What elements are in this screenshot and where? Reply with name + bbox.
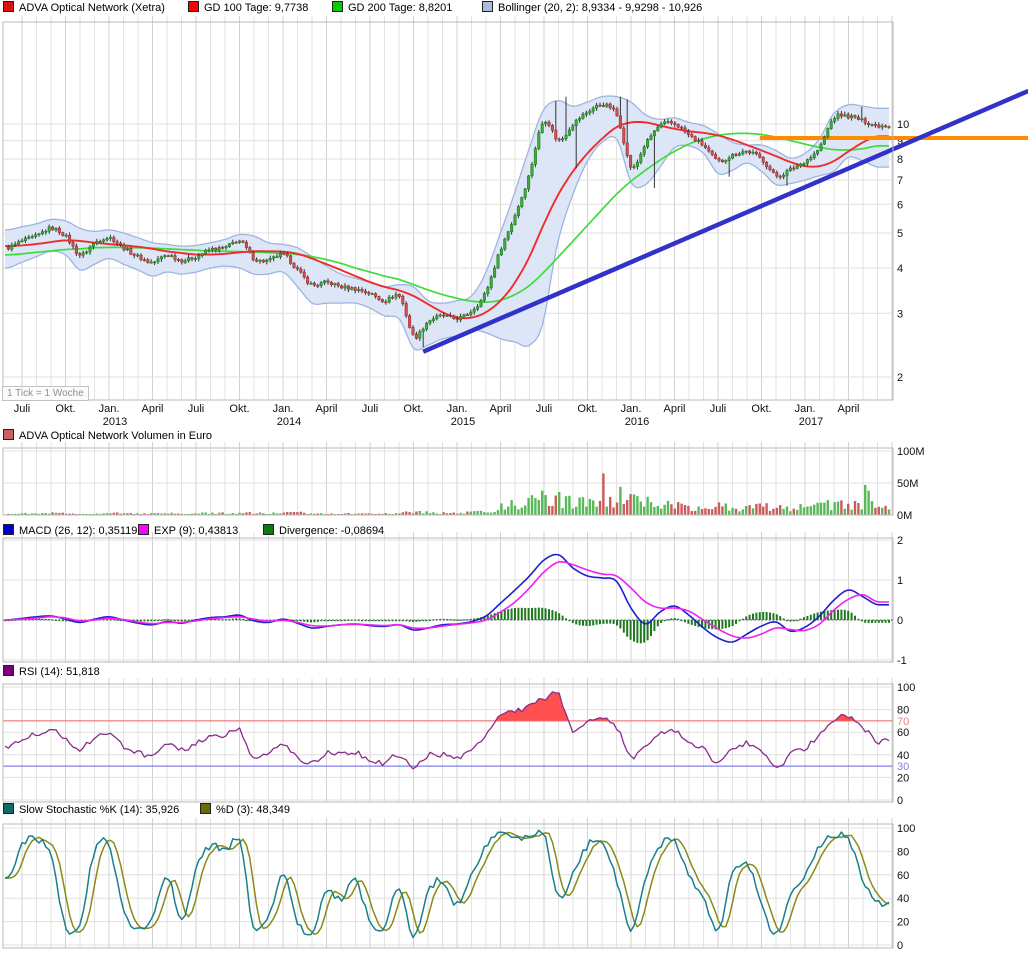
svg-text:30: 30 xyxy=(897,761,909,773)
svg-text:6: 6 xyxy=(897,199,903,211)
svg-text:April: April xyxy=(837,403,859,415)
macd-swatch xyxy=(3,524,14,535)
rsi-swatch xyxy=(3,665,14,676)
svg-text:2014: 2014 xyxy=(277,416,301,428)
svg-text:2013: 2013 xyxy=(103,416,127,428)
legend-item-stoch-d: %D (3): 48,349 xyxy=(200,803,290,816)
svg-text:2015: 2015 xyxy=(451,416,475,428)
svg-text:9: 9 xyxy=(897,136,903,148)
svg-text:Juli: Juli xyxy=(14,403,31,415)
legend-item-stoch-k: Slow Stochastic %K (14): 35,926 xyxy=(3,803,179,816)
svg-text:2: 2 xyxy=(897,372,903,384)
svg-text:April: April xyxy=(141,403,163,415)
bollinger-swatch xyxy=(482,1,493,12)
svg-text:0M: 0M xyxy=(897,510,912,522)
svg-text:100: 100 xyxy=(897,682,915,694)
svg-text:7: 7 xyxy=(897,175,903,187)
volume-swatch xyxy=(3,429,14,440)
tick-unit-box: 1 Tick = 1 Woche xyxy=(2,386,89,401)
svg-text:100: 100 xyxy=(897,823,915,835)
svg-text:1: 1 xyxy=(897,575,903,587)
svg-text:Okt.: Okt. xyxy=(55,403,75,415)
svg-text:10: 10 xyxy=(897,119,909,131)
svg-text:Juli: Juli xyxy=(710,403,727,415)
gd100-swatch xyxy=(188,1,199,12)
svg-text:0: 0 xyxy=(897,795,903,807)
svg-text:100M: 100M xyxy=(897,446,925,458)
svg-text:Okt.: Okt. xyxy=(229,403,249,415)
legend-item-rsi: RSI (14): 51,818 xyxy=(3,665,100,678)
legend-item-exp: EXP (9): 0,43813 xyxy=(138,524,238,537)
svg-text:5: 5 xyxy=(897,228,903,240)
volume-legend: ADVA Optical Network Volumen in Euro xyxy=(0,429,1028,443)
legend-item-gd200: GD 200 Tage: 8,8201 xyxy=(332,1,452,14)
legend-item-title: ADVA Optical Network (Xetra) xyxy=(3,1,165,14)
svg-text:Okt.: Okt. xyxy=(751,403,771,415)
svg-text:Jan.: Jan. xyxy=(273,403,294,415)
svg-text:80: 80 xyxy=(897,846,909,858)
legend-item-macd: MACD (26, 12): 0,35119 xyxy=(3,524,137,537)
stoch-d-swatch xyxy=(200,803,211,814)
svg-text:4: 4 xyxy=(897,263,903,275)
svg-text:8: 8 xyxy=(897,154,903,166)
rsi-legend: RSI (14): 51,818 xyxy=(0,665,1028,679)
macd-legend: MACD (26, 12): 0,35119 EXP (9): 0,43813 … xyxy=(0,524,1028,538)
svg-text:Jan.: Jan. xyxy=(621,403,642,415)
svg-text:-1: -1 xyxy=(897,655,907,667)
svg-text:2017: 2017 xyxy=(799,416,823,428)
gd200-swatch xyxy=(332,1,343,12)
exp-swatch xyxy=(138,524,149,535)
svg-text:April: April xyxy=(489,403,511,415)
svg-text:70: 70 xyxy=(897,716,909,728)
svg-text:50M: 50M xyxy=(897,478,918,490)
svg-text:Juli: Juli xyxy=(188,403,205,415)
svg-text:60: 60 xyxy=(897,727,909,739)
svg-text:0: 0 xyxy=(897,940,903,952)
svg-text:April: April xyxy=(315,403,337,415)
svg-text:2: 2 xyxy=(897,535,903,547)
stoch-k-swatch xyxy=(3,803,14,814)
divergence-swatch xyxy=(263,524,274,535)
svg-text:20: 20 xyxy=(897,917,909,929)
svg-text:Juli: Juli xyxy=(362,403,379,415)
chart-title: ADVA Optical Network (Xetra) xyxy=(19,2,165,14)
svg-text:Jan.: Jan. xyxy=(447,403,468,415)
svg-text:Okt.: Okt. xyxy=(577,403,597,415)
svg-text:80: 80 xyxy=(897,705,909,717)
price-chart-legend: ADVA Optical Network (Xetra) GD 100 Tage… xyxy=(0,1,1028,15)
legend-item-divergence: Divergence: -0,08694 xyxy=(263,524,384,537)
title-swatch xyxy=(3,1,14,12)
svg-text:20: 20 xyxy=(897,772,909,784)
svg-text:Okt.: Okt. xyxy=(403,403,423,415)
legend-item-bollinger: Bollinger (20, 2): 8,9334 - 9,9298 - 10,… xyxy=(482,1,702,14)
svg-text:60: 60 xyxy=(897,870,909,882)
legend-item-gd100: GD 100 Tage: 9,7738 xyxy=(188,1,308,14)
svg-text:Jan.: Jan. xyxy=(795,403,816,415)
svg-text:2016: 2016 xyxy=(625,416,649,428)
svg-text:40: 40 xyxy=(897,750,909,762)
stochastic-legend: Slow Stochastic %K (14): 35,926 %D (3): … xyxy=(0,803,1028,817)
svg-text:Jan.: Jan. xyxy=(99,403,120,415)
svg-text:3: 3 xyxy=(897,308,903,320)
svg-text:April: April xyxy=(663,403,685,415)
svg-text:Juli: Juli xyxy=(536,403,553,415)
svg-text:0: 0 xyxy=(897,615,903,627)
legend-item-volume: ADVA Optical Network Volumen in Euro xyxy=(3,429,212,442)
svg-text:40: 40 xyxy=(897,893,909,905)
